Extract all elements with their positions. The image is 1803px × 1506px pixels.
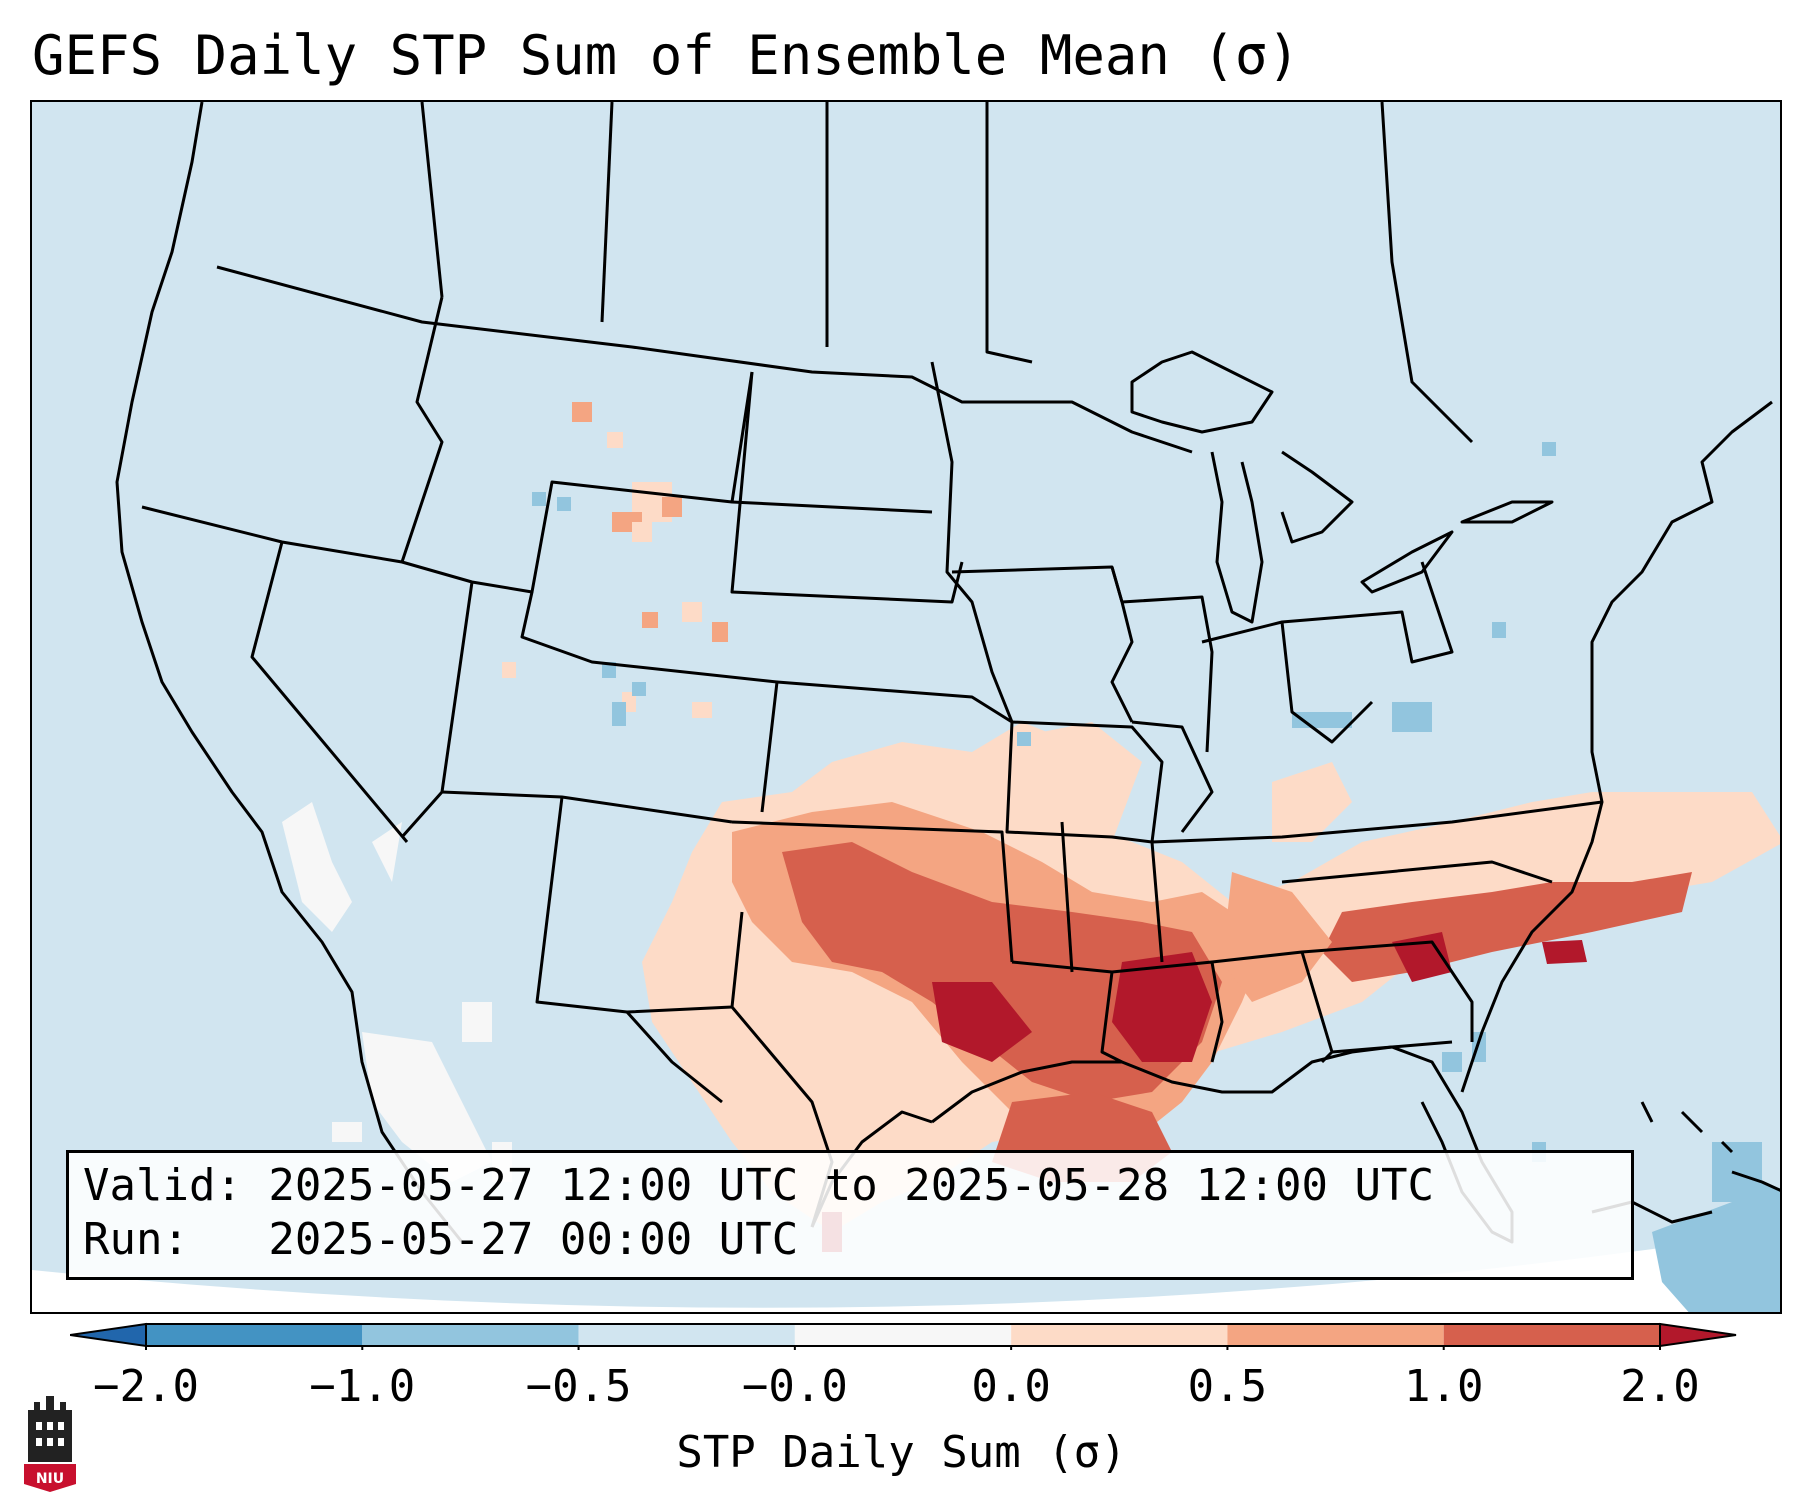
colorbar-frame (145, 1323, 1661, 1347)
field-region-max-4 (1542, 940, 1587, 964)
run-time-line: Run: 2025-05-27 00:00 UTC (83, 1214, 799, 1265)
colorbar-bin (1227, 1324, 1444, 1346)
colorbar-extend-high (1659, 1322, 1737, 1348)
info-box: Valid: 2025-05-27 12:00 UTC to 2025-05-2… (66, 1150, 1634, 1280)
colorbar-label: STP Daily Sum (σ) (676, 1427, 1127, 1478)
colorbar-bin (146, 1324, 363, 1346)
colorbar-tick-label: −0.0 (741, 1361, 848, 1412)
field-region-alabama (1222, 872, 1332, 1002)
field-region-tennessee (1272, 762, 1352, 842)
colorbar-tick-label: −2.0 (93, 1361, 199, 1412)
map-title: GEFS Daily STP Sum of Ensemble Mean (σ) (32, 24, 1300, 87)
field-region-max-1 (932, 982, 1032, 1062)
svg-text:NIU: NIU (36, 1471, 64, 1487)
field-region-ozarks (992, 722, 1142, 842)
projection-edge (32, 1230, 1780, 1312)
field-region-max-2 (1112, 952, 1212, 1062)
colorbar-bin (1443, 1324, 1660, 1346)
valid-time-line: Valid: 2025-05-27 12:00 UTC to 2025-05-2… (83, 1160, 1435, 1211)
niu-logo: NIU (24, 1396, 76, 1492)
map-panel (30, 100, 1782, 1314)
colorbar-tick-label: 0.5 (1187, 1361, 1268, 1412)
colorbar-tick-label: 1.0 (1403, 1361, 1484, 1412)
colorbar (70, 1322, 1737, 1350)
map-canvas (32, 102, 1780, 1312)
colorbar-bin (362, 1324, 579, 1346)
colorbar-bin (578, 1324, 795, 1346)
colorbar-tick-label: −1.0 (309, 1361, 416, 1412)
colorbar-tick-label: 2.0 (1620, 1361, 1700, 1412)
colorbar-tick-label: −0.5 (525, 1361, 632, 1412)
colorbar-bin (1011, 1324, 1228, 1346)
colorbar-bin (794, 1324, 1012, 1346)
colorbar-tick-label: 0.0 (971, 1361, 1051, 1412)
colorbar-extend-low (70, 1322, 147, 1348)
boundaries (115, 102, 1780, 1244)
field-region-high (782, 842, 1222, 1102)
